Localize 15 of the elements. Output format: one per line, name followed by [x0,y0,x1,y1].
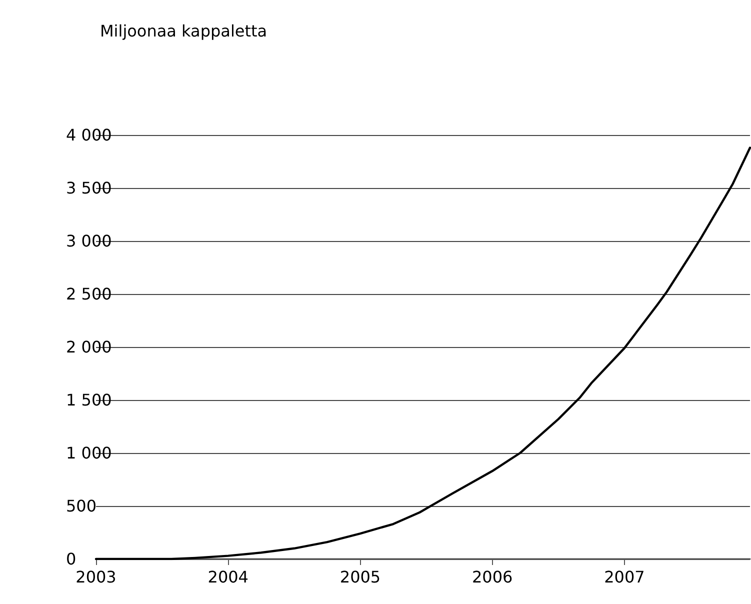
x-tick-label: 2007 [604,568,645,586]
text: Miljoonaa kappaletta [100,22,268,40]
y-tick-label: 1 500 [66,390,112,410]
y-tick-label: 1 000 [66,444,112,462]
y-tick-label: 500 [66,496,97,516]
y-tick-label: 3 000 [66,232,112,250]
y-tick-label: 0 [66,550,76,568]
x-tick-label: 2005 [340,568,381,586]
y-tick-label: 4 000 [66,126,112,144]
y-tick-label: 3 500 [66,178,112,198]
x-tick-label: 2003 [76,568,116,586]
x-tick-label: 2006 [472,568,513,586]
x-tick-label: 2004 [208,568,248,586]
y-tick-label: 2 000 [66,338,112,356]
y-tick-label: 2 500 [66,284,112,304]
